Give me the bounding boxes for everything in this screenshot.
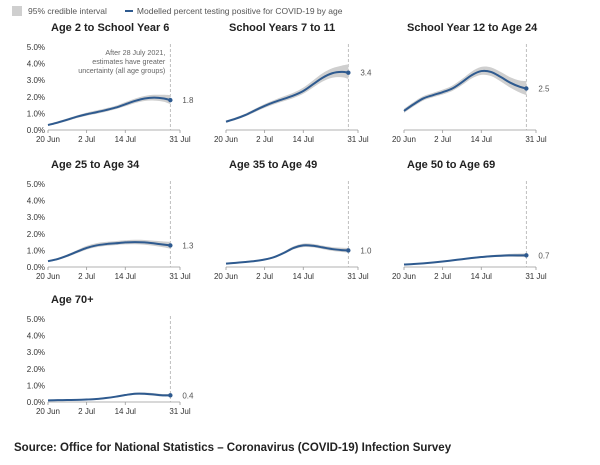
panel-title: School Years 7 to 11 [229, 22, 335, 34]
y-tick-label: 1.0% [27, 246, 45, 255]
end-value-label: 1.0 [360, 246, 372, 255]
end-point [524, 86, 529, 91]
annotation-text: After 28 July 2021, estimates have greate… [78, 48, 166, 75]
y-tick-label: 0.0% [27, 126, 45, 135]
chart-panel: Age 70+ 0.0% 1.0% 2.0% 3.0% 4.0% 5.0% 20 Jun 2 J… [27, 294, 194, 416]
credible-interval-band [404, 66, 527, 113]
panel-title: Age 2 to School Year 6 [51, 22, 169, 34]
x-tick-label: 20 Jun [36, 135, 60, 144]
x-tick-label: 20 Jun [36, 272, 60, 281]
annotation-line: After 28 July 2021, [105, 48, 165, 57]
source-note: Source: Office for National Statistics –… [14, 442, 452, 454]
x-tick-label: 2 Jul [78, 407, 95, 416]
x-tick-label: 31 Jul [525, 272, 547, 281]
series-line [225, 70, 349, 123]
x-tick-label: 2 Jul [256, 272, 273, 281]
x-tick-label: 2 Jul [434, 272, 451, 281]
end-point [168, 393, 173, 398]
series-line [403, 254, 527, 266]
legend-line-label: Modelled percent testing positive for CO… [136, 6, 343, 16]
x-tick-label: 14 Jul [115, 407, 137, 416]
panel-title: Age 25 to Age 34 [51, 159, 140, 171]
series-line [47, 96, 171, 126]
credible-interval-band [226, 64, 349, 123]
y-tick-label: 4.0% [27, 197, 45, 206]
y-tick-label: 1.0% [27, 381, 45, 390]
x-tick-label: 20 Jun [214, 272, 238, 281]
small-multiples-chart: Age 2 to School Year 6 0.0% 1.0% 2.0% 3.0% 4.… [27, 22, 550, 416]
panel-title: Age 70+ [51, 294, 94, 306]
x-tick-label: 31 Jul [347, 135, 369, 144]
end-point [168, 243, 173, 248]
x-tick-label: 14 Jul [115, 272, 137, 281]
y-tick-label: 3.0% [27, 348, 45, 357]
end-value-label: 2.5 [538, 85, 550, 94]
annotation-line: estimates have greater [92, 57, 166, 66]
end-point [346, 70, 351, 75]
x-tick-label: 31 Jul [169, 272, 191, 281]
chart-panel: School Years 7 to 11 20 Jun 2 Jul 14 Jul 31 … [214, 22, 372, 144]
y-tick-label: 4.0% [27, 332, 45, 341]
x-tick-label: 20 Jun [214, 135, 238, 144]
series-line [403, 69, 527, 112]
legend-band-label: 95% credible interval [28, 6, 107, 16]
y-tick-label: 2.0% [27, 230, 45, 239]
x-tick-label: 20 Jun [392, 135, 416, 144]
end-value-label: 0.4 [182, 391, 194, 400]
legend: 95% credible interval Modelled percent t… [12, 4, 342, 18]
end-point [168, 97, 173, 103]
y-tick-label: 4.0% [27, 60, 45, 69]
end-point [346, 248, 351, 253]
x-tick-label: 31 Jul [169, 407, 191, 416]
x-tick-label: 2 Jul [78, 135, 95, 144]
end-value-label: 1.3 [182, 241, 194, 250]
end-point [524, 253, 529, 258]
panel-title: Age 50 to Age 69 [407, 159, 495, 171]
y-tick-label: 2.0% [27, 365, 45, 374]
series-line [225, 244, 349, 265]
x-tick-label: 14 Jul [293, 272, 315, 281]
x-tick-label: 14 Jul [471, 272, 493, 281]
chart-panel: Age 35 to Age 49 20 Jun 2 Jul 14 Jul 31 Jul 1… [214, 159, 372, 281]
chart-panel: Age 2 to School Year 6 0.0% 1.0% 2.0% 3.0% 4.… [27, 22, 194, 144]
panel-title: School Year 12 to Age 24 [407, 22, 538, 34]
x-tick-label: 2 Jul [78, 272, 95, 281]
modelled-line-swatch [124, 10, 133, 12]
panel-title: Age 35 to Age 49 [229, 159, 317, 171]
y-tick-label: 0.0% [27, 263, 45, 272]
credible-interval-band [226, 243, 349, 265]
credible-interval-swatch [12, 6, 22, 16]
x-tick-label: 2 Jul [434, 135, 451, 144]
y-tick-label: 1.0% [27, 109, 45, 118]
x-tick-label: 14 Jul [115, 135, 137, 144]
x-tick-label: 14 Jul [293, 135, 315, 144]
y-tick-label: 5.0% [27, 43, 45, 52]
y-tick-label: 2.0% [27, 93, 45, 102]
y-tick-label: 5.0% [27, 315, 45, 324]
series-line [47, 392, 171, 402]
y-tick-label: 3.0% [27, 76, 45, 85]
x-tick-label: 2 Jul [256, 135, 273, 144]
x-tick-label: 20 Jun [36, 407, 60, 416]
end-value-label: 0.7 [538, 251, 550, 260]
x-tick-label: 31 Jul [347, 272, 369, 281]
end-value-label: 1.8 [182, 96, 194, 105]
y-tick-label: 0.0% [27, 398, 45, 407]
chart-panel: Age 25 to Age 34 0.0% 1.0% 2.0% 3.0% 4.0% 5.0%… [27, 159, 194, 281]
x-tick-label: 20 Jun [392, 272, 416, 281]
chart-panel: School Year 12 to Age 24 20 Jun 2 Jul 14 Ju… [392, 22, 550, 144]
x-tick-label: 31 Jul [525, 135, 547, 144]
annotation-line: uncertainty (all age groups) [78, 66, 165, 75]
x-tick-label: 31 Jul [169, 135, 191, 144]
y-tick-label: 5.0% [27, 180, 45, 189]
y-tick-label: 3.0% [27, 213, 45, 222]
chart-panel: Age 50 to Age 69 20 Jun 2 Jul 14 Jul 31 Jul 0… [392, 159, 550, 281]
series-line [47, 241, 171, 263]
end-value-label: 3.4 [360, 69, 372, 78]
x-tick-label: 14 Jul [471, 135, 493, 144]
